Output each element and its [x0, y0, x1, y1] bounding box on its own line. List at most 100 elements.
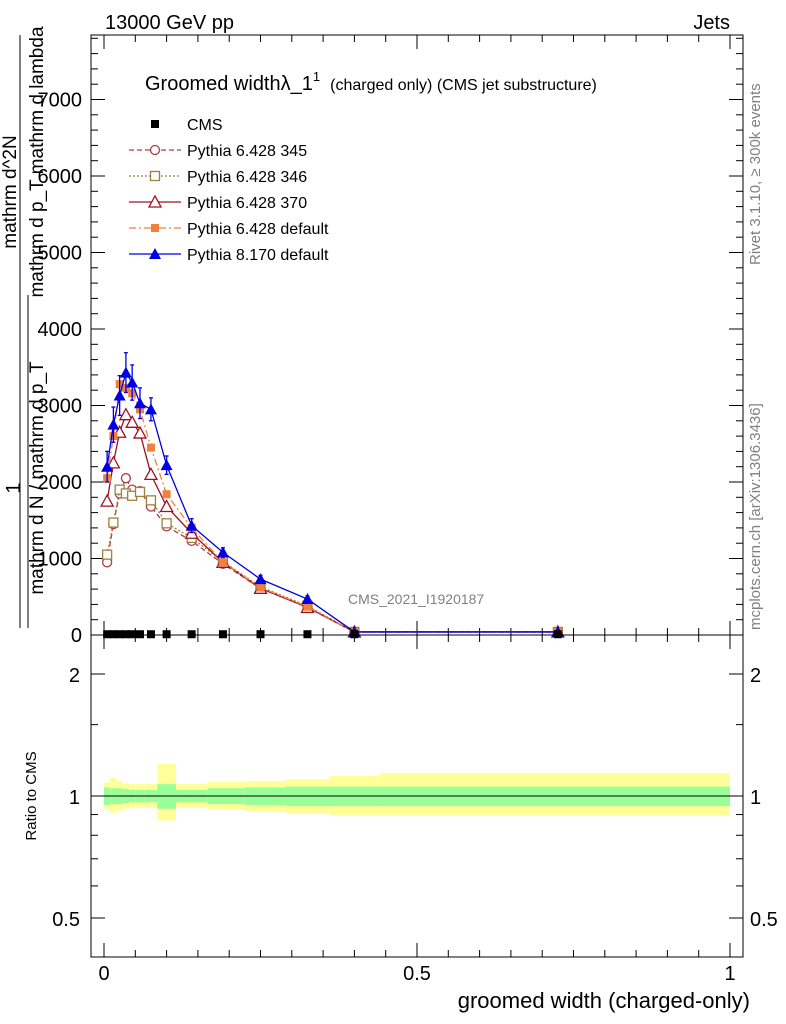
x-tick-label: 0.5 [403, 963, 431, 985]
series-pythia-6-428-345 [101, 473, 563, 638]
data-point [120, 473, 132, 484]
data-point [119, 366, 132, 378]
x-axis-label: groomed width (charged-only) [458, 988, 750, 1013]
data-point [121, 630, 130, 639]
data-point [185, 519, 198, 531]
data-point [162, 490, 171, 499]
legend: CMS Pythia 6.428 345 Pythia 6.428 346 Pythi… [129, 117, 329, 264]
y-label-numerator-sub: mathrm d p_T mathrm d lambda [27, 26, 48, 297]
data-point [553, 630, 562, 639]
mcplots-label: mcplots.cern.ch [arXiv:1306.3436] [747, 403, 764, 630]
series-pythia-6-428-346 [101, 484, 563, 638]
legend-item: Pythia 6.428 370 [129, 194, 307, 212]
ratio-y-tick-label-left: 1 [69, 787, 80, 809]
data-point [161, 518, 172, 529]
series-line [106, 488, 558, 633]
data-point [216, 546, 229, 558]
data-point [146, 630, 155, 639]
data-point [218, 630, 227, 639]
data-point [143, 466, 159, 481]
data-point [101, 549, 113, 560]
y-tick-label: 1000 [38, 549, 83, 571]
chart-title: Groomed widthλ_11 (charged only) (CMS jet… [145, 69, 597, 95]
ratio-y-tick-label-left: 2 [69, 665, 80, 687]
y-tick-label: 7000 [38, 90, 83, 112]
data-point [113, 389, 126, 401]
legend-marker [151, 224, 159, 232]
main-y-label: 1 mathrm d N / mathrm d p_T mathrm d^2N … [0, 26, 48, 628]
y-tick-label: 5000 [38, 243, 83, 265]
series-line [106, 382, 558, 633]
y-label-denominator: mathrm d N / mathrm d p_T [27, 361, 48, 595]
data-point [115, 630, 124, 639]
ratio-bands [104, 763, 730, 821]
data-point [106, 455, 121, 469]
y-label-numerator: mathrm d^2N [0, 135, 21, 248]
data-point [101, 460, 114, 472]
x-tick-label: 0 [98, 963, 109, 985]
header-right: Jets [693, 12, 730, 34]
data-point [107, 418, 120, 430]
data-point [350, 630, 359, 639]
data-point [118, 407, 134, 421]
legend-marker [149, 170, 161, 182]
series-pythia-6-428-default [103, 380, 562, 636]
y-tick-label: 6000 [38, 166, 83, 188]
legend-label: Pythia 6.428 345 [187, 143, 307, 160]
legend-item: Pythia 6.428 default [129, 221, 329, 238]
ratio-y-tick-label-right: 2 [750, 665, 761, 687]
data-point [134, 486, 146, 498]
y-tick-label: 2000 [38, 472, 83, 494]
data-point [256, 630, 265, 639]
legend-item: Pythia 6.428 345 [129, 143, 307, 160]
legend-label: Pythia 6.428 370 [187, 195, 307, 212]
legend-marker [149, 248, 161, 259]
chart-title-sup: 1 [313, 69, 320, 84]
data-point [145, 495, 157, 506]
data-point [100, 493, 115, 507]
legend-label: Pythia 8.170 default [187, 247, 329, 264]
ratio-tick-labels: 0.5 0.5 1 1 2 2 0 0.5 1 [52, 665, 778, 985]
series-line [106, 476, 558, 633]
data-point [133, 397, 146, 409]
data-point [301, 593, 314, 605]
watermark: CMS_2021_I1920187 [348, 591, 484, 607]
data-point [125, 414, 140, 428]
header-left: 13000 GeV pp [105, 12, 234, 34]
data-point [135, 630, 144, 639]
ratio-plot-ticks [91, 635, 743, 957]
main-series [100, 352, 565, 639]
legend-marker [149, 144, 161, 156]
data-point [146, 443, 155, 452]
main-y-tick-labels: 0 1000 2000 3000 4000 5000 6000 7000 [38, 90, 83, 648]
y-tick-label: 4000 [38, 319, 83, 341]
y-tick-label: 3000 [38, 396, 83, 418]
legend-marker [151, 120, 159, 128]
data-point [128, 630, 137, 639]
y-tick-label: 0 [71, 625, 82, 647]
data-point [132, 425, 148, 439]
data-point [254, 573, 267, 585]
x-tick-label: 1 [724, 963, 735, 985]
data-point [218, 558, 227, 567]
series-line [106, 371, 558, 633]
series-cms [103, 630, 562, 639]
ratio-y-tick-label-right: 1 [750, 787, 761, 809]
legend-marker [147, 194, 163, 208]
legend-label: CMS [187, 117, 223, 134]
data-point [187, 630, 196, 639]
series-line [106, 413, 558, 633]
legend-label: Pythia 6.428 346 [187, 169, 307, 186]
data-point [303, 630, 312, 639]
main-plot-ticks [91, 35, 743, 636]
ratio-y-tick-label-right: 0.5 [750, 909, 778, 931]
data-point [144, 403, 157, 415]
data-point [160, 459, 173, 471]
data-point [108, 517, 119, 528]
ratio-y-tick-label-left: 0.5 [52, 909, 80, 931]
data-point [162, 630, 171, 639]
data-point [159, 499, 174, 513]
ratio-y-label: Ratio to CMS [23, 751, 40, 840]
rivet-label: Rivet 3.1.10, ≥ 300k events [747, 83, 764, 265]
